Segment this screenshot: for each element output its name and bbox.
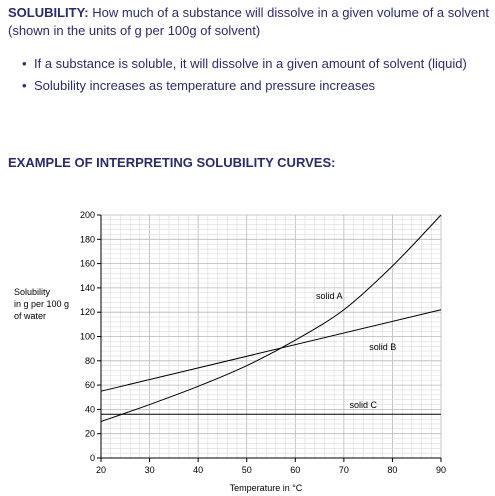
y-tick-label: 200 bbox=[80, 210, 95, 220]
y-axis-label-line: in g per 100 g bbox=[14, 299, 70, 309]
series-line-solid-b bbox=[100, 309, 442, 392]
solubility-definition-text: How much of a substance will dissolve in… bbox=[8, 5, 489, 38]
y-tick-label: 80 bbox=[85, 356, 95, 366]
bullet-list: If a substance is soluble, it will disso… bbox=[22, 53, 467, 97]
x-tick-label: 30 bbox=[145, 465, 155, 475]
y-axis-label: Solubility in g per 100 g of water bbox=[14, 286, 84, 322]
y-tick-label: 0 bbox=[90, 453, 95, 463]
x-tick-label: 50 bbox=[242, 465, 252, 475]
y-tick-label: 140 bbox=[80, 283, 95, 293]
series-label: solid C bbox=[350, 400, 378, 410]
bullet-item: If a substance is soluble, it will disso… bbox=[22, 53, 467, 75]
y-tick-label: 40 bbox=[85, 404, 95, 414]
x-tick-label: 40 bbox=[193, 465, 203, 475]
y-tick-label: 120 bbox=[80, 307, 95, 317]
x-tick-label: 70 bbox=[339, 465, 349, 475]
y-tick-label: 20 bbox=[85, 429, 95, 439]
y-axis-label-line: Solubility bbox=[14, 287, 51, 297]
y-tick-label: 100 bbox=[80, 332, 95, 342]
y-axis-label-line: of water bbox=[14, 311, 47, 321]
x-tick-label: 90 bbox=[436, 465, 446, 475]
x-tick-label: 20 bbox=[96, 465, 106, 475]
x-tick-label: 80 bbox=[387, 465, 397, 475]
y-tick-label: 180 bbox=[80, 234, 95, 244]
solubility-keyword: SOLUBILITY: bbox=[8, 5, 89, 20]
solubility-definition: SOLUBILITY: How much of a substance will… bbox=[8, 4, 493, 40]
x-tick-label: 60 bbox=[290, 465, 300, 475]
x-axis-label: Temperature in °C bbox=[230, 483, 303, 493]
series-line-solid-a bbox=[100, 214, 442, 423]
bullet-item: Solubility increases as temperature and … bbox=[22, 75, 467, 97]
series-label: solid A bbox=[316, 291, 343, 301]
y-tick-label: 60 bbox=[85, 380, 95, 390]
y-tick-label: 160 bbox=[80, 259, 95, 269]
section-title: EXAMPLE OF INTERPRETING SOLUBILITY CURVE… bbox=[8, 155, 336, 170]
series-label: solid B bbox=[369, 342, 396, 352]
